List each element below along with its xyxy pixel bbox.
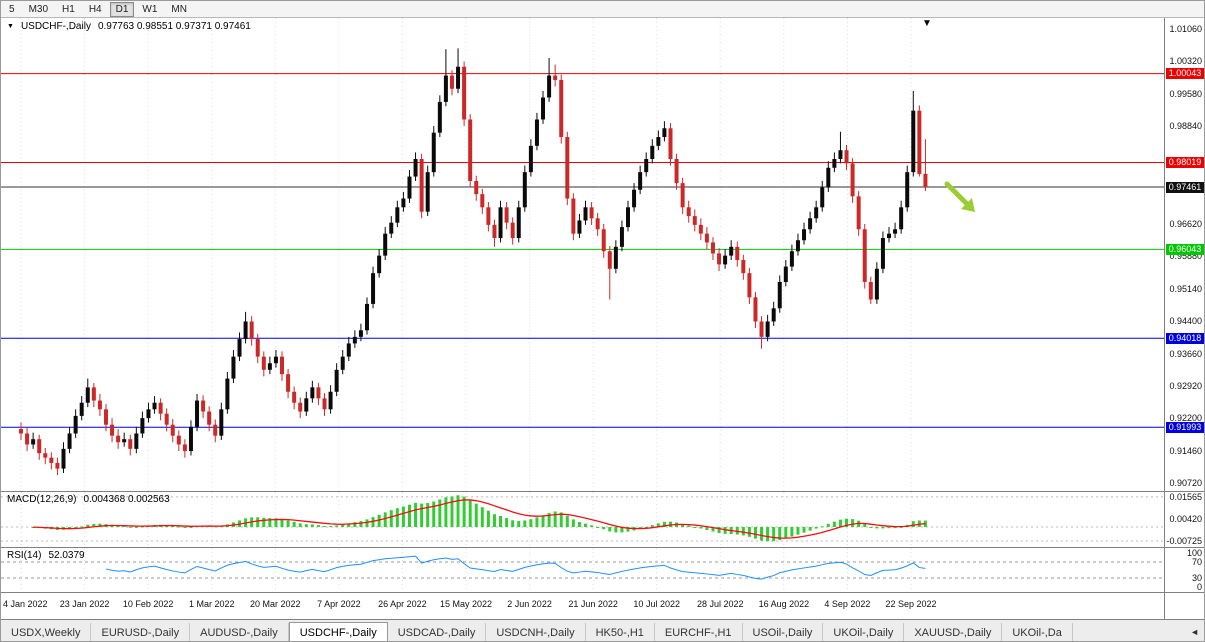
price-badge-0.96043: 0.96043 — [1166, 244, 1204, 255]
price-tick: 0.96620 — [1169, 218, 1202, 229]
time-axis-label: 4 Sep 2022 — [824, 599, 871, 609]
time-axis[interactable]: 4 Jan 2022 23 Jan 2022 10 Feb 2022 1 Mar 20… — [1, 593, 1204, 620]
macd-axis-label: 0.00420 — [1169, 513, 1202, 524]
rsi-axis: 100 70 30 0 — [1164, 548, 1204, 592]
price-tick: 0.98840 — [1169, 121, 1202, 132]
macd-axis-label: 0.01565 — [1169, 492, 1202, 502]
chevron-down-icon[interactable]: ▼ — [7, 23, 14, 30]
candlestick-chart[interactable] — [1, 18, 1204, 492]
tab-usdcad-daily[interactable]: USDCAD-,Daily — [387, 623, 487, 641]
level-lines-layer — [1, 73, 1166, 428]
chart-tab-bar: USDX,Weekly EURUSD-,Daily AUDUSD-,Daily USD… — [1, 620, 1204, 641]
tab-usdchf-daily[interactable]: USDCHF-,Daily — [288, 622, 388, 641]
rsi-axis-label: 70 — [1191, 557, 1202, 567]
price-tick: 1.00320 — [1169, 56, 1202, 67]
time-axis-label: 26 Apr 2022 — [378, 599, 427, 609]
main-chart-panel: ▼ USDCHF-,Daily 0.97763 0.98551 0.97371 … — [1, 18, 1204, 492]
timeframe-button-h4[interactable]: H4 — [88, 3, 102, 15]
time-axis-label: 10 Jul 2022 — [633, 599, 680, 609]
tab-usoil-daily[interactable]: USOil-,Daily — [742, 623, 824, 641]
price-badge-0.97461: 0.97461 — [1166, 182, 1204, 193]
timeframe-button-w1[interactable]: W1 — [142, 3, 158, 15]
time-axis-label: 2 Jun 2022 — [507, 599, 552, 609]
macd-panel: MACD(12,26,9) 0.004368 0.002563 0.01565 0… — [1, 492, 1204, 548]
timeframe-button-h1[interactable]: H1 — [62, 3, 75, 15]
tab-ukoil-daily[interactable]: UKOil-,Daily — [823, 623, 905, 641]
macd-histogram — [31, 495, 927, 542]
macd-axis-label: -0.00725 — [1166, 535, 1202, 546]
price-tick: 0.94400 — [1169, 316, 1202, 327]
chart-symbol-label: USDCHF-,Daily — [20, 21, 91, 32]
chart-header: ▼ USDCHF-,Daily 0.97763 0.98551 0.97371 … — [7, 21, 251, 32]
price-badge-0.91993: 0.91993 — [1166, 422, 1204, 433]
macd-header: MACD(12,26,9) 0.004368 0.002563 — [7, 494, 170, 505]
time-axis-label: 1 Mar 2022 — [188, 599, 235, 609]
tab-usdx-weekly[interactable]: USDX,Weekly — [1, 623, 92, 641]
time-axis-label: 22 Sep 2022 — [885, 599, 937, 609]
macd-signal-line — [33, 499, 926, 539]
timeframe-toolbar: 5 M30 H1 H4 D1 W1 MN — [1, 1, 1204, 18]
price-axis[interactable]: 1.01060 1.00320 0.99580 0.98840 0.96620 0.958… — [1164, 18, 1204, 491]
price-tick: 0.99580 — [1169, 88, 1202, 99]
tab-usdcnh-daily[interactable]: USDCNH-,Daily — [486, 623, 586, 641]
tab-xauusd-daily[interactable]: XAUUSD-,Daily — [904, 623, 1003, 641]
price-tick: 0.91460 — [1169, 445, 1202, 456]
time-axis-label: 7 Apr 2022 — [317, 599, 361, 609]
rsi-grid — [20, 548, 912, 592]
time-axis-label: 15 May 2022 — [439, 599, 493, 609]
timeframe-button-m30[interactable]: M30 — [28, 3, 49, 15]
rsi-panel: RSI(14) 52.0379 100 70 30 0 — [1, 548, 1204, 593]
price-badge-1.00043: 1.00043 — [1166, 68, 1204, 79]
timeframe-button-mn[interactable]: MN — [171, 3, 187, 15]
rsi-axis-label: 100 — [1186, 548, 1202, 558]
tab-scroll-left-icon[interactable]: ◄ — [1185, 620, 1204, 641]
time-axis-label: 23 Jan 2022 — [59, 599, 110, 609]
macd-label: MACD(12,26,9) — [7, 494, 77, 505]
time-axis-label: 21 Jun 2022 — [568, 599, 618, 609]
rsi-label: RSI(14) — [7, 550, 42, 561]
time-axis-label: 4 Jan 2022 — [3, 599, 48, 609]
rsi-header: RSI(14) 52.0379 — [7, 550, 85, 561]
macd-values: 0.004368 0.002563 — [83, 494, 170, 505]
price-tick: 1.01060 — [1169, 24, 1202, 34]
price-badge-0.98019: 0.98019 — [1166, 157, 1204, 168]
time-axis-label: 28 Jul 2022 — [697, 599, 744, 609]
axis-corner — [1164, 593, 1204, 619]
tab-audusd-daily[interactable]: AUDUSD-,Daily — [190, 623, 289, 641]
rsi-indicator-chart[interactable] — [1, 548, 1204, 593]
tab-eurchf-h1[interactable]: EURCHF-,H1 — [654, 623, 743, 641]
price-tick: 0.95140 — [1169, 283, 1202, 294]
macd-indicator-chart[interactable] — [1, 492, 1204, 548]
candles-layer — [19, 48, 928, 476]
arrow-annotation[interactable] — [944, 181, 975, 212]
price-badge-0.94018: 0.94018 — [1166, 333, 1204, 344]
tab-ukoil-da[interactable]: UKOil-,Da — [1002, 623, 1073, 641]
tab-eurusd-daily[interactable]: EURUSD-,Daily — [91, 623, 191, 641]
price-tick: 0.92200 — [1169, 413, 1202, 424]
timeframe-button-d1[interactable]: D1 — [109, 1, 135, 17]
chart-ohlc-values: 0.97763 0.98551 0.97371 0.97461 — [97, 21, 251, 32]
macd-axis: 0.01565 0.00420 -0.00725 — [1164, 492, 1204, 547]
timeframe-button-5[interactable]: 5 — [9, 3, 15, 15]
price-tick: 0.92920 — [1169, 381, 1202, 392]
rsi-axis-label: 0 — [1196, 582, 1202, 592]
price-tick: 0.93660 — [1169, 348, 1202, 359]
time-axis-label: 16 Aug 2022 — [758, 599, 810, 609]
time-axis-label: 10 Feb 2022 — [122, 599, 174, 609]
price-tick: 0.95880 — [1169, 251, 1202, 262]
rsi-value: 52.0379 — [48, 550, 85, 561]
rsi-axis-label: 30 — [1191, 573, 1202, 583]
price-tick: 0.90720 — [1169, 478, 1202, 489]
chart-top-marker-icon[interactable]: ▼ — [922, 18, 932, 29]
tab-hk50-h1[interactable]: HK50-,H1 — [585, 623, 655, 641]
rsi-line — [105, 555, 926, 580]
time-axis-label: 20 Mar 2022 — [250, 599, 301, 609]
